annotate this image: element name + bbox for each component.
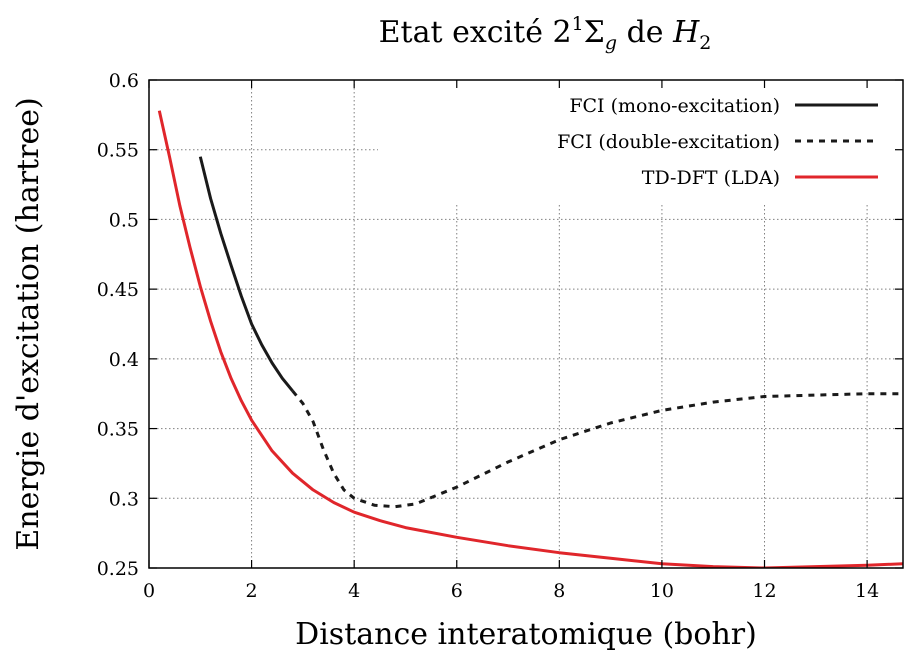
y-tick-label: 0.45 — [97, 279, 139, 301]
y-tick-label: 0.4 — [109, 349, 139, 371]
x-tick-label: 0 — [143, 580, 155, 602]
series-layer — [157, 110, 903, 568]
plot-frame — [148, 79, 904, 569]
y-tick-label: 0.55 — [97, 140, 139, 162]
x-tick-label: 8 — [553, 580, 565, 602]
legend-label: FCI (mono-excitation) — [569, 95, 780, 117]
y-tick-label: 0.5 — [109, 209, 139, 231]
legend-label: FCI (double-excitation) — [557, 131, 780, 153]
y-axis-title: Energie d'excitation (hartree) — [11, 97, 46, 550]
y-tick-label: 0.6 — [109, 70, 139, 92]
x-tick-label: 6 — [451, 580, 463, 602]
legend-label: TD-DFT (LDA) — [642, 167, 780, 189]
series-line-1 — [291, 389, 903, 509]
grid — [149, 80, 903, 568]
x-tick-label: 14 — [855, 580, 879, 602]
y-tick-label: 0.25 — [97, 558, 139, 580]
x-axis-title: Distance interatomique (bohr) — [295, 617, 757, 652]
y-tick-label: 0.35 — [97, 419, 139, 441]
y-tick-labels: 0.25 0.3 0.35 0.4 0.45 0.5 0.55 0.6 — [97, 70, 139, 580]
y-tick-label: 0.3 — [109, 488, 139, 510]
chart-title: Etat excité 21Σg de H2 — [379, 13, 712, 54]
series-line-0 — [198, 156, 294, 392]
series-line-2 — [157, 110, 903, 568]
legend: FCI (mono-excitation) FCI (double-excitat… — [557, 95, 878, 189]
ticks — [148, 79, 903, 569]
x-tick-label: 10 — [650, 580, 674, 602]
x-tick-label: 2 — [246, 580, 258, 602]
x-tick-label: 12 — [752, 580, 776, 602]
x-tick-labels: 0 2 4 6 8 10 12 14 — [143, 580, 879, 602]
x-tick-label: 4 — [348, 580, 360, 602]
